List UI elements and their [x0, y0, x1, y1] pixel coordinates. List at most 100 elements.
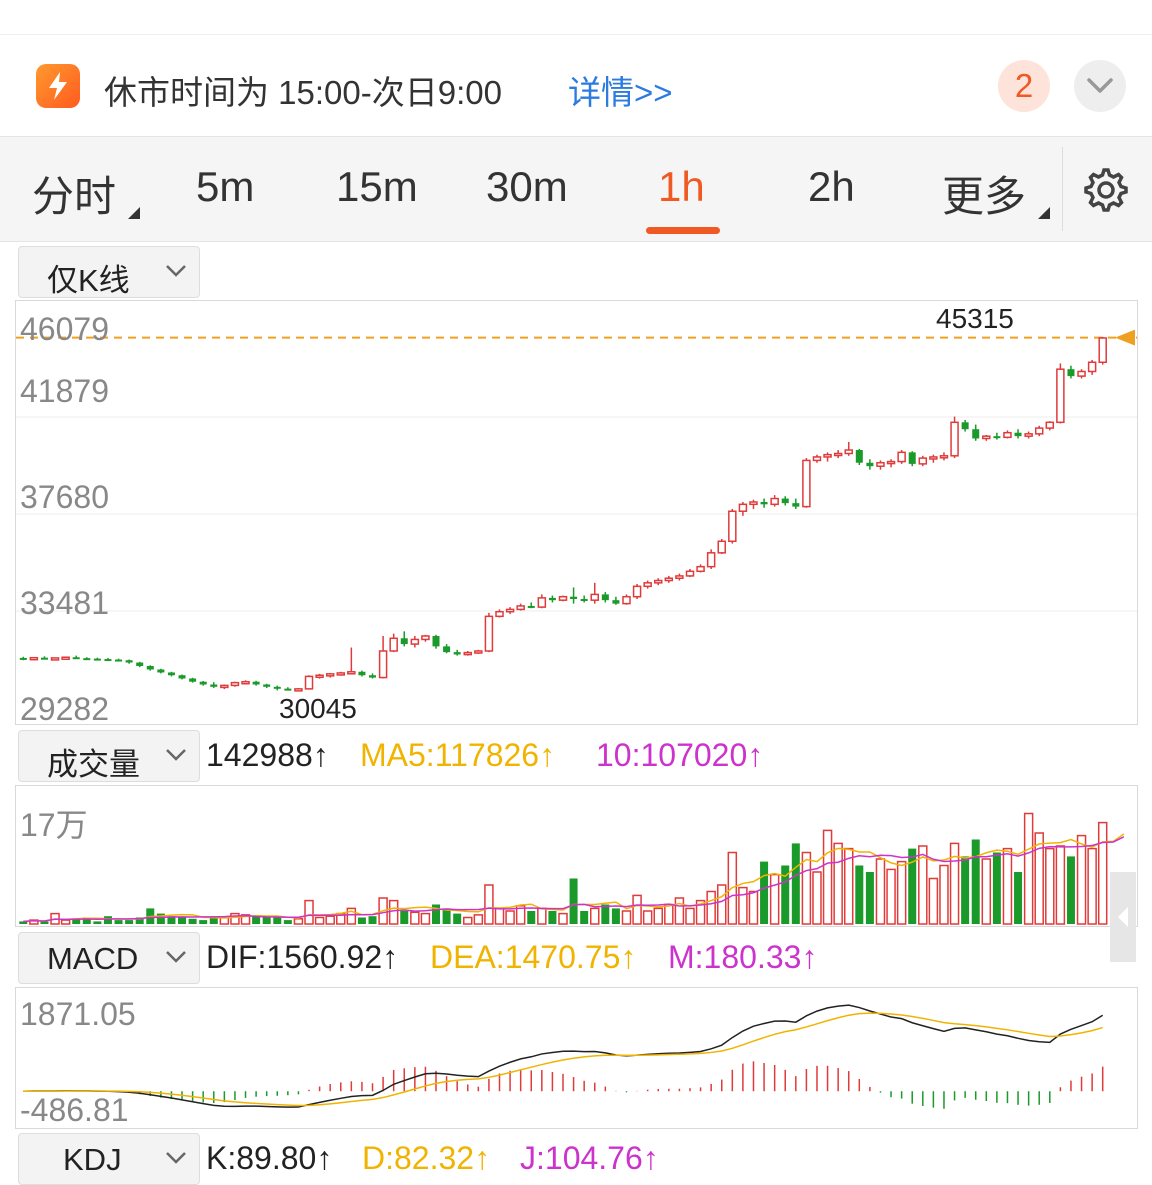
volume-bar — [961, 856, 970, 924]
kline-mode-select[interactable]: 仅K线 — [18, 246, 200, 298]
macd-indicator-select[interactable]: MACD — [18, 932, 200, 984]
kdj-select-label: KDJ — [63, 1142, 122, 1177]
volume-bar — [125, 920, 134, 924]
candle-body — [961, 422, 969, 430]
macd-chart[interactable] — [16, 988, 1137, 1128]
volume-bar — [843, 847, 854, 925]
volume-bar — [928, 877, 939, 925]
tab-2h[interactable]: 2h — [808, 163, 855, 210]
candle-body — [590, 593, 599, 601]
candle-body — [369, 675, 377, 678]
candle-body — [1077, 370, 1086, 377]
candle-body — [1067, 369, 1075, 377]
tab-30m[interactable]: 30m — [486, 163, 568, 210]
candle-body — [167, 672, 175, 676]
chevron-down-icon — [1087, 78, 1113, 93]
volume-bar — [537, 907, 547, 925]
tab-5m[interactable]: 5m — [196, 163, 255, 210]
volume-bar — [716, 884, 727, 925]
volume-chart-panel: 17万 — [15, 785, 1138, 927]
candle-body — [1087, 361, 1097, 373]
candle-body — [378, 650, 388, 679]
volume-bar — [135, 917, 144, 924]
candle-body — [199, 681, 207, 685]
last-price-label: 45315 — [936, 303, 1014, 334]
candle-body — [146, 666, 154, 670]
candle-body — [738, 503, 748, 512]
details-link[interactable]: 详情>> — [568, 74, 673, 111]
volume-bar — [230, 912, 240, 925]
volume-bar — [1066, 856, 1075, 924]
candle-body — [886, 460, 896, 465]
candle-body — [1045, 421, 1055, 429]
chevron-left-icon — [1118, 907, 1128, 927]
candle-body — [939, 455, 949, 459]
candle-body — [982, 435, 991, 440]
candle-body — [537, 597, 547, 608]
candle-body — [908, 452, 916, 464]
side-expand-handle[interactable] — [1110, 872, 1136, 962]
notification-badge[interactable]: 2 — [998, 60, 1050, 112]
tab-more[interactable]: 更多 — [942, 173, 1027, 220]
kline-chart[interactable] — [16, 301, 1137, 724]
candle-body — [643, 582, 652, 588]
volume-bar — [1087, 847, 1097, 925]
candle-body — [443, 646, 451, 653]
candle-body — [432, 635, 440, 647]
candle-body — [484, 615, 494, 652]
volume-indicator-select[interactable]: 成交量 — [18, 730, 200, 782]
volume-chart[interactable] — [16, 786, 1137, 926]
candle-body — [220, 684, 229, 689]
volume-bar — [992, 852, 1001, 924]
candle-body — [918, 457, 928, 465]
volume-bar — [82, 917, 91, 924]
volume-bar — [748, 890, 759, 925]
collapse-button[interactable] — [1074, 60, 1126, 112]
candle-body — [612, 600, 620, 604]
macd-dea: DEA:1470.75↑ — [430, 939, 637, 975]
low-price-label: 30045 — [279, 693, 357, 724]
tab-1h[interactable]: 1h — [658, 163, 705, 210]
candle-body — [1056, 368, 1065, 424]
volume-bar — [494, 907, 505, 925]
menu-corner-icon — [128, 207, 140, 219]
candle-body — [950, 421, 959, 457]
tab-15m[interactable]: 15m — [336, 163, 418, 210]
candle-body — [252, 681, 260, 685]
candle-body — [781, 498, 789, 504]
volume-bar — [695, 899, 706, 925]
y-tick-label: 41879 — [20, 373, 109, 409]
menu-corner-icon — [1038, 207, 1050, 219]
kline-mode-label: 仅K线 — [47, 263, 130, 298]
candle-body — [1003, 431, 1012, 439]
volume-bar — [252, 916, 261, 924]
candle-body — [844, 449, 853, 455]
volume-bar — [738, 886, 748, 925]
volume-bar — [981, 858, 992, 925]
candle-body — [855, 450, 863, 463]
volume-bar — [1076, 834, 1087, 925]
candle-body — [1024, 433, 1033, 437]
candle-body — [50, 657, 60, 661]
volume-bar — [167, 916, 176, 924]
volume-bar — [918, 845, 928, 925]
chevron-down-icon — [166, 951, 186, 963]
volume-bar — [569, 878, 578, 924]
gear-icon[interactable] — [1082, 166, 1130, 219]
kdj-indicator-select[interactable]: KDJ — [18, 1133, 200, 1185]
volume-bar — [653, 907, 663, 925]
volume-bar — [971, 839, 980, 924]
volume-bar — [60, 919, 71, 925]
volume-bar — [781, 865, 790, 924]
volume-bar — [19, 921, 28, 924]
tab-divider — [1062, 147, 1063, 231]
candle-body — [505, 608, 515, 613]
volume-bar — [833, 842, 843, 925]
candle-body — [770, 497, 779, 506]
volume-bar — [812, 871, 822, 925]
candle-body — [728, 510, 737, 543]
volume-bar — [886, 868, 896, 925]
macd-m: M:180.33↑ — [668, 939, 818, 975]
tab-timeshare[interactable]: 分时 — [32, 173, 117, 220]
volume-bar — [632, 894, 642, 925]
